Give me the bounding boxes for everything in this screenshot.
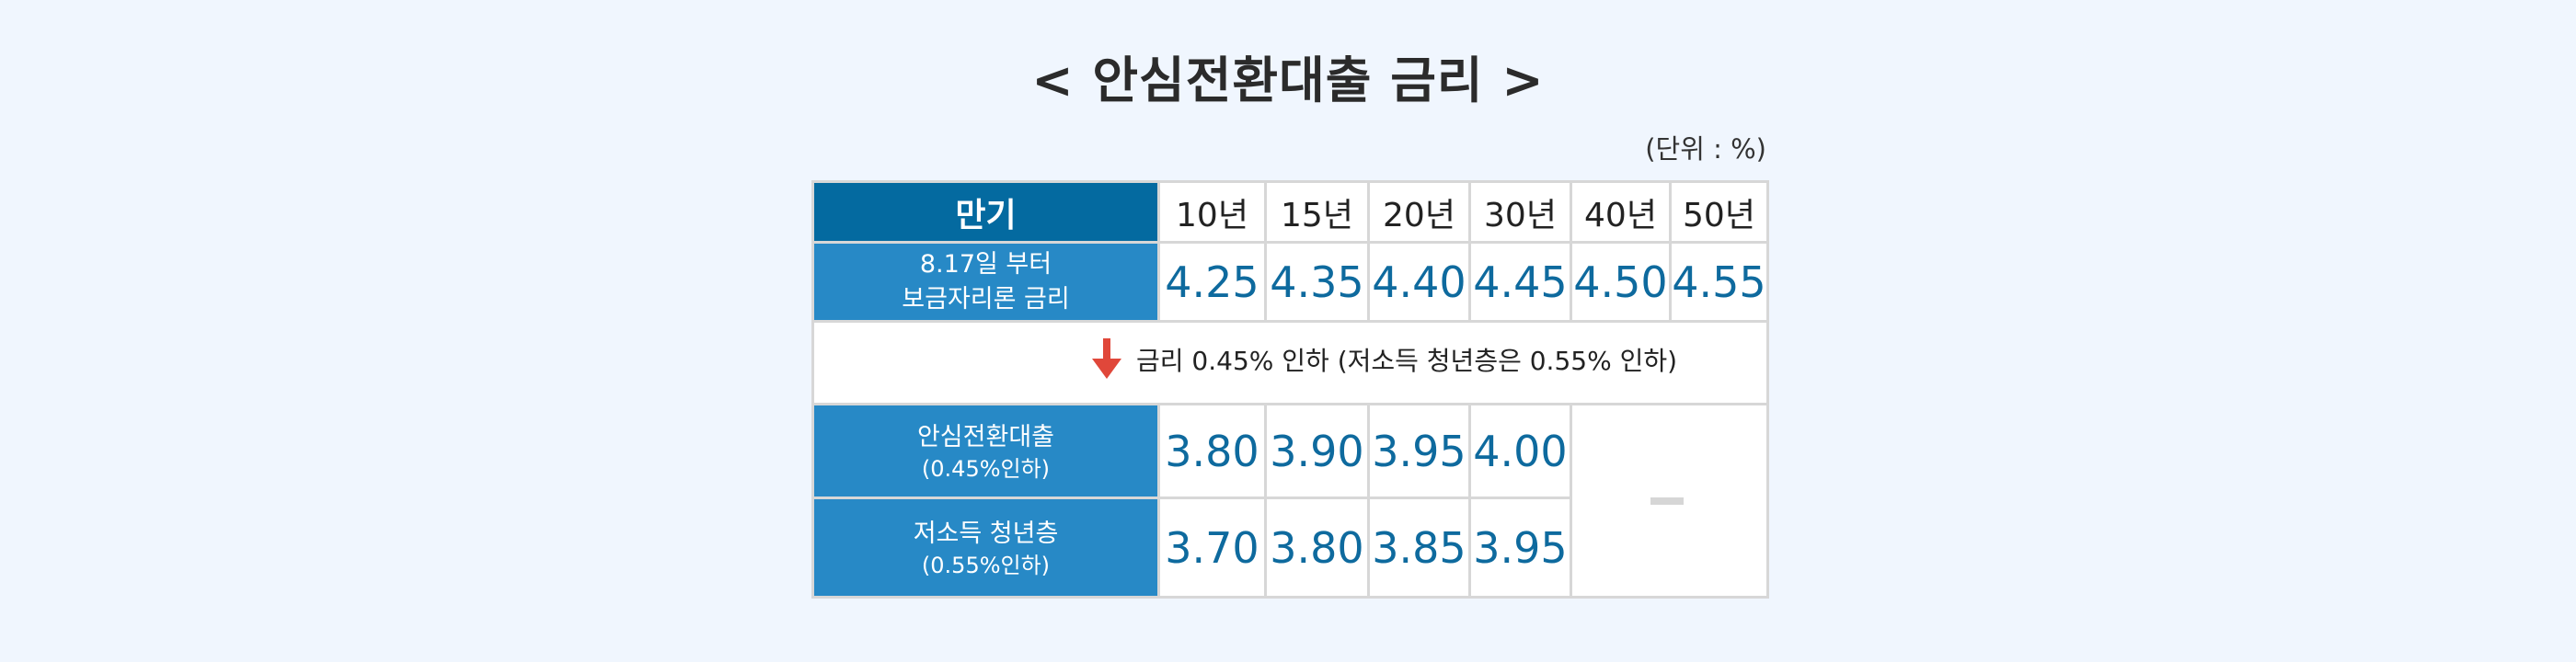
year-header: 40년 [1570, 180, 1672, 244]
not-applicable-dash [1650, 497, 1684, 505]
youth-label: 저소득 청년층 (0.55%인하) [811, 496, 1160, 599]
note-row: 금리 0.45% 인하 (저소득 청년층은 0.55% 인하) [811, 320, 1769, 405]
not-applicable-cell [1570, 403, 1769, 599]
youth-label-main: 저소득 청년층 [913, 519, 1059, 548]
rate-value: 4.55 [1669, 241, 1769, 323]
rate-value: 3.80 [1264, 496, 1370, 599]
rate-value: 3.70 [1157, 496, 1267, 599]
rate-value: 4.00 [1468, 403, 1572, 499]
interest-rate-table: 만기 10년 15년 20년 30년 40년 50년 8.17일 부터 보금자리… [811, 180, 1769, 599]
down-arrow-icon [1092, 338, 1121, 379]
page-title: < 안심전환대출 금리 > [1031, 51, 1545, 109]
rate-value: 3.85 [1367, 496, 1471, 599]
year-header: 20년 [1367, 180, 1471, 244]
rate-cut-note: 금리 0.45% 인하 (저소득 청년층은 0.55% 인하) [811, 320, 1769, 405]
year-header: 30년 [1468, 180, 1572, 244]
rate-value: 4.35 [1264, 241, 1370, 323]
bogeumjari-label-line1: 8.17일 부터 [919, 249, 1052, 279]
bogeumjari-label: 8.17일 부터 보금자리론 금리 [811, 241, 1160, 323]
anshim-row: 안심전환대출 (0.45%인하) 3.80 3.90 3.95 4.00 [811, 403, 1769, 599]
anshim-label-main: 안심전환대출 [916, 422, 1055, 451]
rate-value: 4.50 [1570, 241, 1672, 323]
anshim-label-sub: (0.45%인하) [921, 455, 1051, 482]
maturity-header: 만기 [811, 180, 1160, 244]
year-header: 10년 [1157, 180, 1267, 244]
youth-row: 저소득 청년층 (0.55%인하) 3.70 3.80 3.85 3.95 [811, 496, 1768, 599]
bogeumjari-label-line2: 보금자리론 금리 [902, 284, 1070, 314]
rate-value: 4.40 [1367, 241, 1471, 323]
header-row: 만기 10년 15년 20년 30년 40년 50년 [811, 180, 1769, 244]
rate-value: 3.95 [1367, 403, 1471, 499]
rate-value: 3.80 [1157, 403, 1267, 499]
year-header: 50년 [1669, 180, 1769, 244]
bogeumjari-row: 8.17일 부터 보금자리론 금리 4.25 4.35 4.40 4.45 4.… [811, 241, 1769, 323]
rate-value: 3.95 [1468, 496, 1572, 599]
rate-value: 3.90 [1264, 403, 1370, 499]
unit-label: (단위 : %) [1645, 133, 1766, 165]
year-header: 15년 [1264, 180, 1370, 244]
youth-label-sub: (0.55%인하) [921, 552, 1051, 578]
rate-value: 4.25 [1157, 241, 1267, 323]
anshim-label: 안심전환대출 (0.45%인하) [811, 403, 1160, 499]
rate-value: 4.45 [1468, 241, 1572, 323]
rate-cut-text: 금리 0.45% 인하 (저소득 청년층은 0.55% 인하) [1136, 346, 1678, 376]
